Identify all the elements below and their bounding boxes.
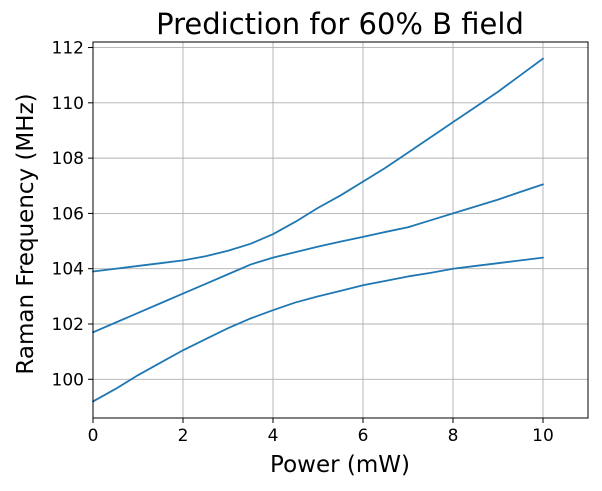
grid — [92, 42, 588, 418]
y-tick-label: 112 — [52, 39, 84, 59]
x-tick-label: 8 — [448, 426, 459, 446]
x-tick-label: 10 — [532, 426, 554, 446]
y-tick-label: 110 — [52, 94, 84, 114]
y-tick-label: 104 — [52, 260, 84, 280]
x-tick-label: 2 — [178, 426, 189, 446]
y-axis-ticks: 100 102 104 106 108 110 112 — [52, 39, 93, 390]
series-line-2 — [92, 183, 544, 334]
chart-title: Prediction for 60% B field — [156, 7, 524, 41]
plot-frame — [92, 41, 589, 419]
y-tick-label: 102 — [52, 315, 84, 335]
series-lines — [92, 57, 544, 403]
y-axis-label: Raman Frequency (MHz) — [13, 93, 39, 374]
series-line-3 — [92, 256, 544, 403]
y-tick-label: 106 — [52, 204, 84, 224]
y-tick-label: 100 — [52, 370, 84, 390]
x-axis-ticks: 0 2 4 6 8 10 — [88, 418, 554, 446]
x-tick-label: 6 — [358, 426, 369, 446]
x-tick-label: 0 — [88, 426, 99, 446]
x-axis-label: Power (mW) — [270, 452, 410, 478]
series-line-1 — [92, 57, 544, 273]
x-tick-label: 4 — [268, 426, 279, 446]
y-tick-label: 108 — [52, 149, 84, 169]
